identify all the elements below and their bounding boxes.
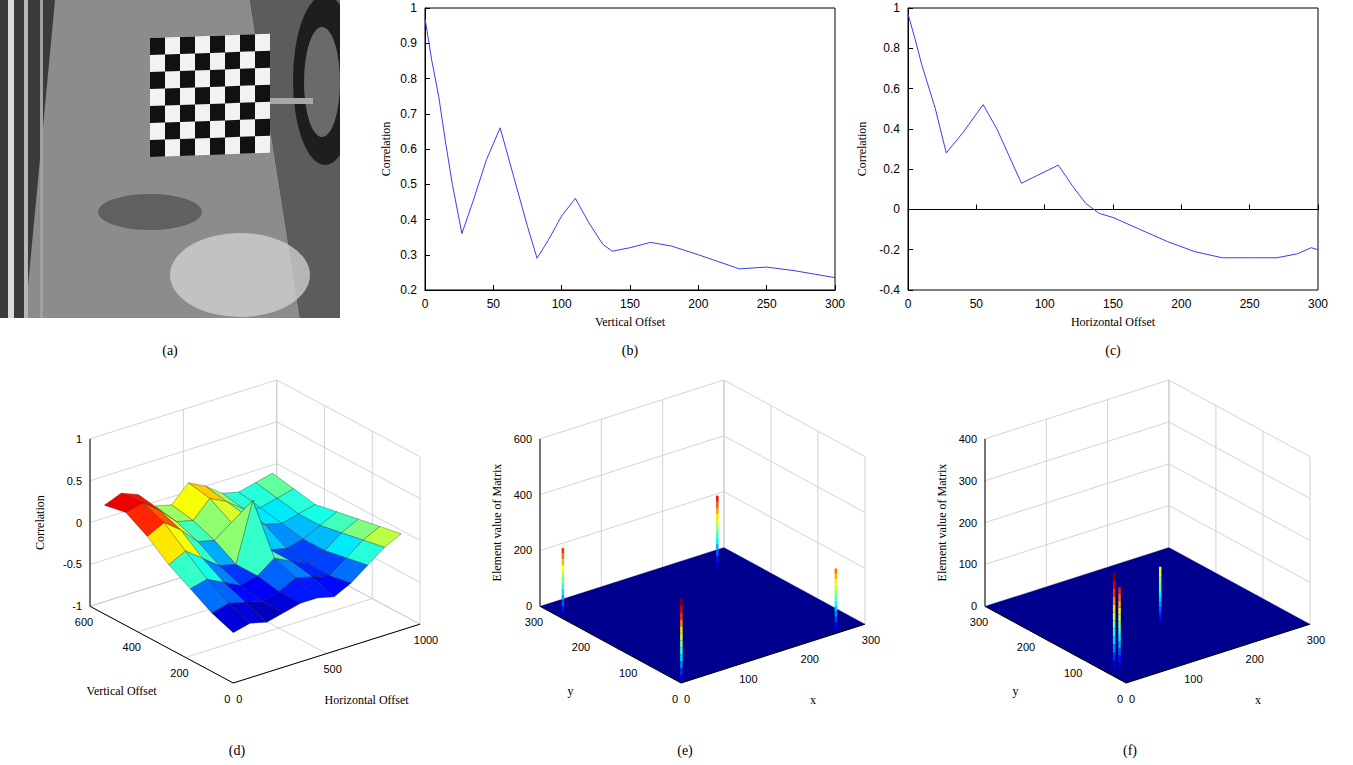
svg-text:300: 300 — [825, 297, 845, 311]
svg-text:Horizontal Offset: Horizontal Offset — [1071, 315, 1156, 329]
svg-text:Horizontal Offset: Horizontal Offset — [325, 693, 410, 707]
svg-text:200: 200 — [1246, 653, 1264, 665]
svg-text:200: 200 — [688, 297, 708, 311]
svg-text:200: 200 — [170, 667, 188, 679]
svg-text:50: 50 — [487, 297, 501, 311]
svg-text:(e): (e) — [677, 743, 693, 759]
svg-text:600: 600 — [514, 433, 532, 445]
svg-text:(c): (c) — [1105, 343, 1121, 359]
svg-text:0.4: 0.4 — [883, 122, 900, 136]
svg-text:Vertical Offset: Vertical Offset — [87, 684, 158, 698]
svg-text:200: 200 — [514, 544, 532, 556]
svg-text:-0.4: -0.4 — [879, 283, 900, 297]
svg-text:100: 100 — [1184, 673, 1202, 685]
svg-text:300: 300 — [862, 634, 880, 646]
svg-text:Element value of Matrix: Element value of Matrix — [490, 464, 504, 582]
svg-text:0.6: 0.6 — [883, 82, 900, 96]
svg-text:200: 200 — [572, 641, 590, 653]
svg-text:(f): (f) — [1123, 743, 1137, 759]
svg-text:400: 400 — [123, 641, 141, 653]
svg-text:x: x — [810, 693, 816, 707]
svg-text:0: 0 — [1117, 693, 1123, 705]
svg-text:Correlation: Correlation — [379, 122, 393, 177]
svg-text:0.4: 0.4 — [400, 213, 417, 227]
svg-text:200: 200 — [801, 653, 819, 665]
svg-text:300: 300 — [959, 475, 977, 487]
svg-text:0.2: 0.2 — [883, 162, 900, 176]
svg-text:x: x — [1255, 693, 1261, 707]
svg-text:-1: -1 — [72, 600, 82, 612]
svg-text:100: 100 — [1064, 667, 1082, 679]
svg-text:Correlation: Correlation — [855, 122, 869, 177]
svg-text:0: 0 — [893, 202, 900, 216]
svg-text:600: 600 — [75, 616, 93, 628]
svg-text:0: 0 — [684, 693, 690, 705]
svg-text:(b): (b) — [622, 343, 639, 359]
svg-text:0: 0 — [1129, 693, 1135, 705]
svg-text:1: 1 — [76, 433, 82, 445]
svg-text:y: y — [1013, 684, 1019, 698]
svg-text:0.8: 0.8 — [883, 41, 900, 55]
svg-text:(d): (d) — [229, 743, 246, 759]
svg-text:0.5: 0.5 — [67, 475, 82, 487]
svg-text:50: 50 — [970, 297, 984, 311]
svg-text:200: 200 — [1017, 641, 1035, 653]
svg-text:1: 1 — [410, 1, 417, 15]
svg-text:1: 1 — [893, 1, 900, 15]
svg-text:Correlation: Correlation — [33, 495, 47, 550]
svg-text:0.8: 0.8 — [400, 72, 417, 86]
svg-text:0.5: 0.5 — [400, 177, 417, 191]
svg-text:-0.2: -0.2 — [879, 243, 900, 257]
svg-text:0.3: 0.3 — [400, 248, 417, 262]
svg-text:0: 0 — [905, 297, 912, 311]
svg-text:0: 0 — [236, 693, 242, 705]
svg-text:0.7: 0.7 — [400, 107, 417, 121]
svg-text:250: 250 — [757, 297, 777, 311]
svg-text:400: 400 — [959, 433, 977, 445]
svg-text:300: 300 — [1307, 634, 1325, 646]
svg-text:0: 0 — [76, 517, 82, 529]
svg-text:y: y — [568, 684, 574, 698]
svg-text:150: 150 — [620, 297, 640, 311]
svg-text:0: 0 — [422, 297, 429, 311]
svg-text:0: 0 — [224, 693, 230, 705]
svg-text:(a): (a) — [162, 343, 178, 359]
svg-text:0.6: 0.6 — [400, 142, 417, 156]
svg-text:0.2: 0.2 — [400, 283, 417, 297]
svg-text:0: 0 — [672, 693, 678, 705]
svg-text:100: 100 — [739, 673, 757, 685]
svg-text:Vertical Offset: Vertical Offset — [595, 315, 666, 329]
svg-text:0: 0 — [526, 600, 532, 612]
svg-text:400: 400 — [514, 489, 532, 501]
svg-text:300: 300 — [1308, 297, 1328, 311]
svg-text:-0.5: -0.5 — [63, 558, 82, 570]
svg-text:300: 300 — [970, 616, 988, 628]
svg-text:200: 200 — [1171, 297, 1191, 311]
svg-text:250: 250 — [1240, 297, 1260, 311]
svg-text:100: 100 — [552, 297, 572, 311]
svg-text:0.9: 0.9 — [400, 36, 417, 50]
svg-text:100: 100 — [1035, 297, 1055, 311]
svg-text:100: 100 — [619, 667, 637, 679]
svg-text:100: 100 — [959, 558, 977, 570]
svg-text:0: 0 — [971, 600, 977, 612]
svg-text:200: 200 — [959, 517, 977, 529]
svg-text:300: 300 — [525, 616, 543, 628]
svg-text:1000: 1000 — [414, 634, 438, 646]
svg-text:150: 150 — [1103, 297, 1123, 311]
svg-text:Element value of Matrix: Element value of Matrix — [935, 464, 949, 582]
svg-text:500: 500 — [323, 663, 341, 675]
